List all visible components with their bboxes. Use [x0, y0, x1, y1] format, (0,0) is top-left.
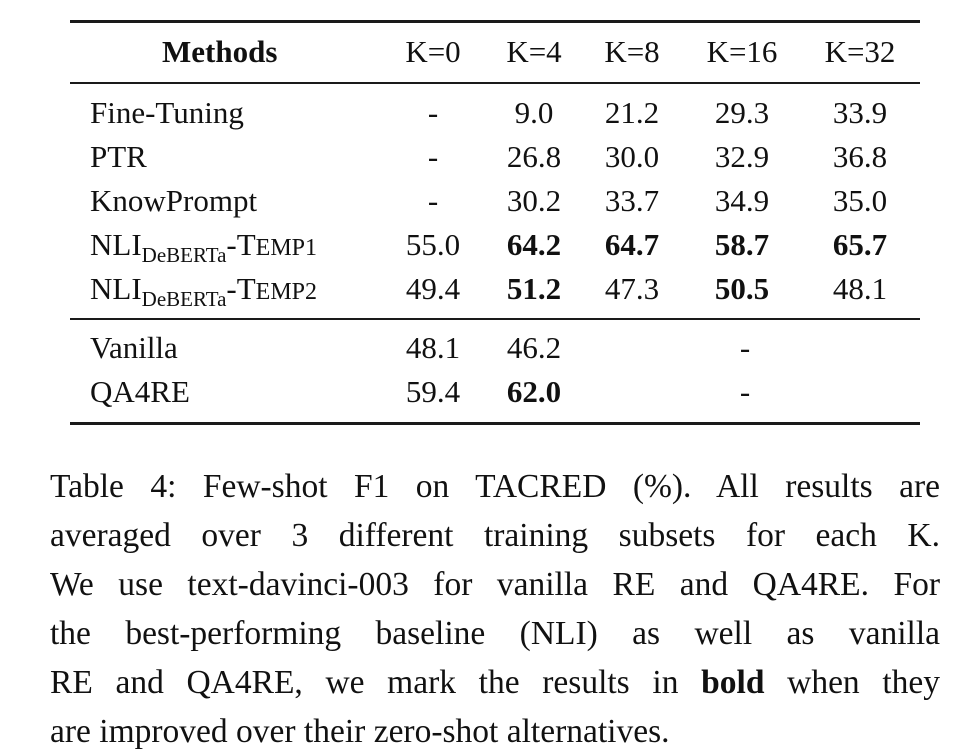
table-cell: 46.2 [506, 330, 562, 365]
table-cell-bold: 58.7 [714, 227, 770, 262]
caption-line: Table 4: Few-shot F1 on TACRED (%). All … [50, 468, 940, 505]
method-suffix-smallcaps: EMP1 [255, 235, 318, 261]
method-name: Vanilla [90, 330, 178, 365]
table-cell-merged: - [739, 330, 751, 365]
table-cell-bold: 65.7 [832, 227, 888, 262]
header-k16: K=16 [706, 34, 778, 69]
table-cell-bold: 51.2 [506, 271, 562, 306]
table-row: KnowPrompt - 30.2 33.7 34.9 35.0 [0, 179, 978, 223]
header-k32: K=32 [824, 34, 896, 69]
table-cell: 59.4 [405, 374, 461, 409]
method-subscript: DeBERTa [141, 287, 227, 311]
method-subscript: DeBERTa [141, 243, 227, 267]
table-cell: 49.4 [405, 271, 461, 306]
table-bottom-rule [70, 422, 920, 425]
caption-line: the best-performing baseline (NLI) as we… [50, 615, 940, 652]
table-cell-bold: 62.0 [506, 374, 562, 409]
header-k4: K=4 [506, 34, 562, 69]
table-cell: 32.9 [714, 139, 770, 174]
table-cell: - [427, 139, 439, 174]
table-cell: 30.2 [506, 183, 562, 218]
table-cell-bold: 50.5 [714, 271, 770, 306]
table-cell: 21.2 [604, 95, 660, 130]
method-suffix: -T [226, 227, 256, 262]
method-name: NLIDeBERTa-TEMP2 [90, 267, 317, 314]
method-name: QA4RE [90, 374, 190, 409]
table-cell: 36.8 [832, 139, 888, 174]
table-row: QA4RE 59.4 62.0 - [0, 370, 978, 414]
header-k0: K=0 [405, 34, 461, 69]
method-base: NLI [90, 271, 142, 306]
method-name: NLIDeBERTa-TEMP1 [90, 223, 317, 270]
table-row: PTR - 26.8 30.0 32.9 36.8 [0, 135, 978, 179]
header-methods: Methods [162, 34, 278, 69]
table-cell: 33.7 [604, 183, 660, 218]
caption-line: are improved over their zero-shot altern… [50, 713, 670, 750]
table-cell: 35.0 [832, 183, 888, 218]
table-cell-merged: - [739, 374, 751, 409]
table-cell: 26.8 [506, 139, 562, 174]
table-cell: 48.1 [405, 330, 461, 365]
table-cell: 48.1 [832, 271, 888, 306]
method-name: Fine-Tuning [90, 95, 244, 130]
table-cell: 34.9 [714, 183, 770, 218]
table-cell: 47.3 [604, 271, 660, 306]
table-cell-bold: 64.2 [506, 227, 562, 262]
table-cell: - [427, 95, 439, 130]
header-k8: K=8 [604, 34, 660, 69]
method-name: PTR [90, 139, 147, 174]
method-suffix-smallcaps: EMP2 [255, 279, 318, 305]
caption-line: averaged over 3 different training subse… [50, 517, 940, 554]
table-row: NLIDeBERTa-TEMP1 55.0 64.2 64.7 58.7 65.… [0, 223, 978, 267]
method-suffix: -T [226, 271, 256, 306]
table-cell-bold: 64.7 [604, 227, 660, 262]
table-caption: Table 4: Few-shot F1 on TACRED (%). All … [50, 462, 950, 756]
group-divider-rule [70, 318, 920, 320]
table-cell: 55.0 [405, 227, 461, 262]
caption-bold-word: bold [701, 664, 765, 701]
table-cell: 9.0 [514, 95, 554, 130]
header-rule [70, 82, 920, 84]
table-row: NLIDeBERTa-TEMP2 49.4 51.2 47.3 50.5 48.… [0, 267, 978, 311]
table-cell: 33.9 [832, 95, 888, 130]
method-name: KnowPrompt [90, 183, 258, 218]
table-row: Fine-Tuning - 9.0 21.2 29.3 33.9 [0, 91, 978, 135]
caption-text: RE and QA4RE, we mark the results in [50, 664, 679, 701]
table-row: Vanilla 48.1 46.2 - [0, 326, 978, 370]
table-top-rule [70, 20, 920, 23]
table-cell: 29.3 [714, 95, 770, 130]
method-base: NLI [90, 227, 142, 262]
caption-text: when they [787, 664, 941, 701]
table-cell: 30.0 [604, 139, 660, 174]
table-cell: - [427, 183, 439, 218]
caption-line: We use text-davinci-003 for vanilla RE a… [50, 566, 940, 603]
caption-line: RE and QA4RE, we mark the results in bol… [50, 658, 940, 707]
